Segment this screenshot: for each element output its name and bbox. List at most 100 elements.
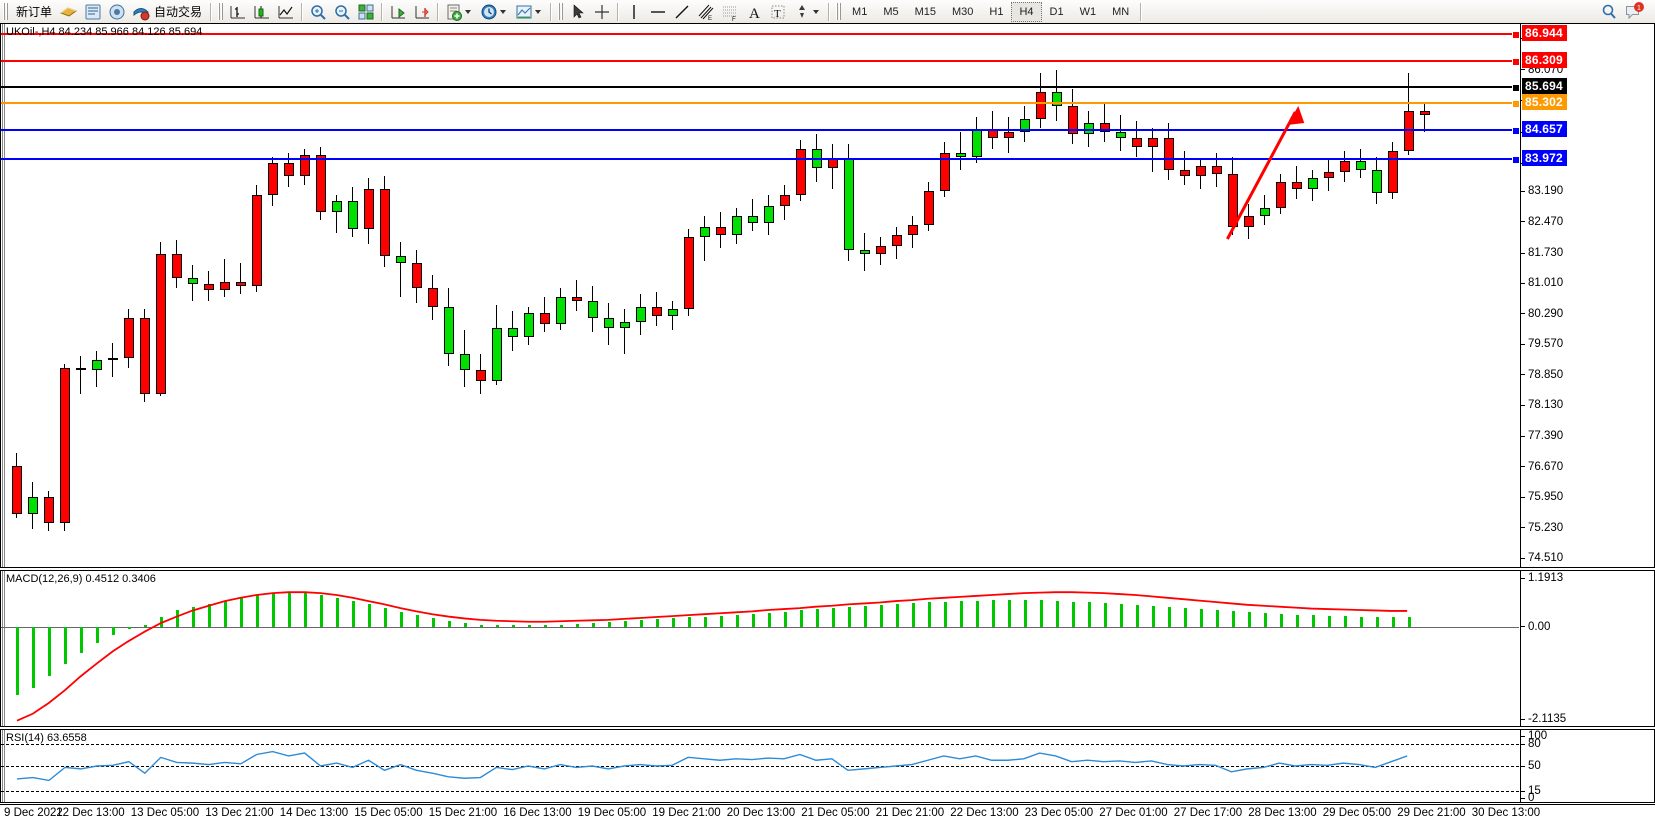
search-icon[interactable] — [1597, 1, 1621, 22]
macd-pane[interactable]: MACD(12,26,9) 0.4512 0.3406 1.1913 0.00 -2… — [0, 570, 1655, 727]
line-studies-grip[interactable] — [558, 3, 564, 20]
candle-body-bullish — [636, 307, 646, 322]
hline-handle[interactable] — [1512, 156, 1519, 165]
timeframe-h4[interactable]: H4 — [1011, 1, 1042, 22]
timeframe-m1[interactable]: M1 — [852, 5, 868, 18]
add-indicator-button[interactable] — [442, 1, 477, 22]
candlestick — [860, 233, 870, 272]
toolbar-separator-8 — [1140, 2, 1143, 21]
data-window-icon[interactable] — [57, 1, 81, 22]
timeframes-grip[interactable] — [836, 3, 842, 20]
rsi-scale[interactable]: 100 80 50 15 0 — [1520, 730, 1654, 804]
hline-handle[interactable] — [1512, 30, 1519, 39]
hline-handle[interactable] — [1512, 127, 1519, 136]
time-label: 9 Dec 2022 — [4, 807, 63, 819]
hline-pivot[interactable] — [1, 100, 1519, 109]
bar-chart-icon[interactable] — [226, 1, 250, 22]
new-order-button[interactable]: 新订单 — [11, 1, 57, 22]
templates-button[interactable] — [512, 1, 547, 22]
notifications-button[interactable]: 1 — [1621, 1, 1647, 22]
macd-histogram-bar — [1311, 615, 1315, 627]
candlestick — [1228, 157, 1238, 236]
candlestick — [1100, 104, 1110, 143]
price-pane[interactable]: UKOil-,H4 84.234 85.966 84.126 85.694 86… — [0, 23, 1655, 568]
chart-container[interactable]: UKOil-,H4 84.234 85.966 84.126 85.694 86… — [0, 23, 1655, 826]
candlestick — [1420, 102, 1430, 132]
chart-shift-icon[interactable] — [410, 1, 434, 22]
chart-tools-grip[interactable] — [218, 3, 224, 20]
fibonacci-icon[interactable]: F — [718, 1, 742, 22]
price-tick: 76.670 — [1521, 461, 1563, 473]
hline-handle[interactable] — [1512, 100, 1519, 109]
navigator-icon[interactable] — [105, 1, 129, 22]
price-tag-resistance-2[interactable]: 86.944 — [1522, 24, 1567, 41]
arrows-dropdown-button[interactable] — [790, 1, 825, 22]
timeframe-w1[interactable]: W1 — [1079, 5, 1097, 18]
equidistant-channel-icon[interactable]: E — [694, 1, 718, 22]
vertical-line-icon[interactable] — [622, 1, 646, 22]
hline-handle[interactable] — [1512, 83, 1519, 92]
price-plot-area[interactable] — [1, 24, 1519, 567]
candlestick-chart-icon[interactable] — [250, 1, 274, 22]
line-chart-icon[interactable] — [274, 1, 298, 22]
candlestick — [1276, 174, 1286, 215]
macd-histogram-bar — [703, 616, 707, 627]
timeframe-m15[interactable]: M15 — [914, 5, 936, 18]
period-button[interactable] — [477, 1, 512, 22]
candlestick — [428, 275, 438, 320]
timeframe-d1[interactable]: D1 — [1049, 5, 1064, 18]
period-caret-icon[interactable] — [500, 9, 507, 14]
rsi-pane[interactable]: RSI(14) 63.6558 100 80 50 15 0 — [0, 729, 1655, 804]
price-tag-pivot[interactable]: 85.302 — [1522, 94, 1567, 111]
toolbar-grip[interactable] — [3, 3, 8, 20]
crosshair-icon[interactable] — [590, 1, 614, 22]
hline-handle[interactable] — [1512, 57, 1519, 66]
autotrading-button[interactable]: 自动交易 — [129, 1, 207, 22]
hline-support-1[interactable] — [1, 127, 1519, 136]
candlestick — [220, 258, 230, 297]
arrows-caret-icon[interactable] — [813, 9, 820, 14]
timeframe-m5[interactable]: M5 — [883, 5, 899, 18]
price-scale[interactable]: 86.94486.30985.69485.30284.65783.97286.8… — [1520, 24, 1654, 567]
time-label: 22 Dec 13:00 — [950, 807, 1019, 819]
candle-body-bearish — [268, 163, 278, 196]
horizontal-line-icon[interactable] — [646, 1, 670, 22]
candlestick — [828, 144, 838, 189]
macd-histogram-bar — [319, 594, 323, 627]
text-label-icon[interactable]: T — [766, 1, 790, 22]
candle-body-bullish — [28, 497, 38, 515]
macd-tick: -2.1135 — [1521, 713, 1566, 725]
hline-resistance-2[interactable] — [1, 30, 1519, 39]
time-axis[interactable]: 9 Dec 2022 12 Dec 13:00 13 Dec 05:00 13 Dec… — [0, 804, 1655, 826]
rsi-plot-area[interactable] — [1, 730, 1519, 802]
tile-windows-icon[interactable] — [354, 1, 378, 22]
time-label: 15 Dec 21:00 — [428, 807, 498, 819]
hline-current-price[interactable] — [1, 83, 1519, 92]
price-tag-current-price[interactable]: 85.694 — [1522, 77, 1567, 94]
macd-scale[interactable]: 1.1913 0.00 -2.1135 — [1520, 571, 1654, 726]
templates-caret-icon[interactable] — [535, 9, 542, 14]
cursor-icon[interactable] — [566, 1, 590, 22]
hline-resistance-1[interactable] — [1, 57, 1519, 66]
text-tool-icon[interactable]: A — [742, 1, 766, 22]
candle-wick — [960, 131, 962, 170]
price-tag-resistance-1[interactable]: 86.309 — [1522, 51, 1567, 68]
timeframe-m30[interactable]: M30 — [952, 5, 974, 18]
zoom-out-icon[interactable] — [330, 1, 354, 22]
trendline-icon[interactable] — [670, 1, 694, 22]
candle-body-bullish — [748, 216, 758, 223]
timeframe-h1[interactable]: H1 — [989, 5, 1004, 18]
macd-histogram-bar — [1295, 614, 1299, 627]
macd-plot-area[interactable] — [1, 571, 1519, 726]
auto-scroll-icon[interactable] — [386, 1, 410, 22]
price-tag-support-2[interactable]: 83.972 — [1522, 150, 1567, 167]
macd-histogram-bar — [1055, 600, 1059, 627]
zoom-in-icon[interactable] — [306, 1, 330, 22]
hline-support-2[interactable] — [1, 156, 1519, 165]
candle-wick — [1184, 150, 1186, 185]
candle-body-bullish — [812, 148, 822, 168]
timeframe-mn[interactable]: MN — [1112, 5, 1130, 18]
price-tag-support-1[interactable]: 84.657 — [1522, 121, 1567, 138]
add-indicator-caret-icon[interactable] — [465, 9, 472, 14]
market-watch-icon[interactable] — [81, 1, 105, 22]
